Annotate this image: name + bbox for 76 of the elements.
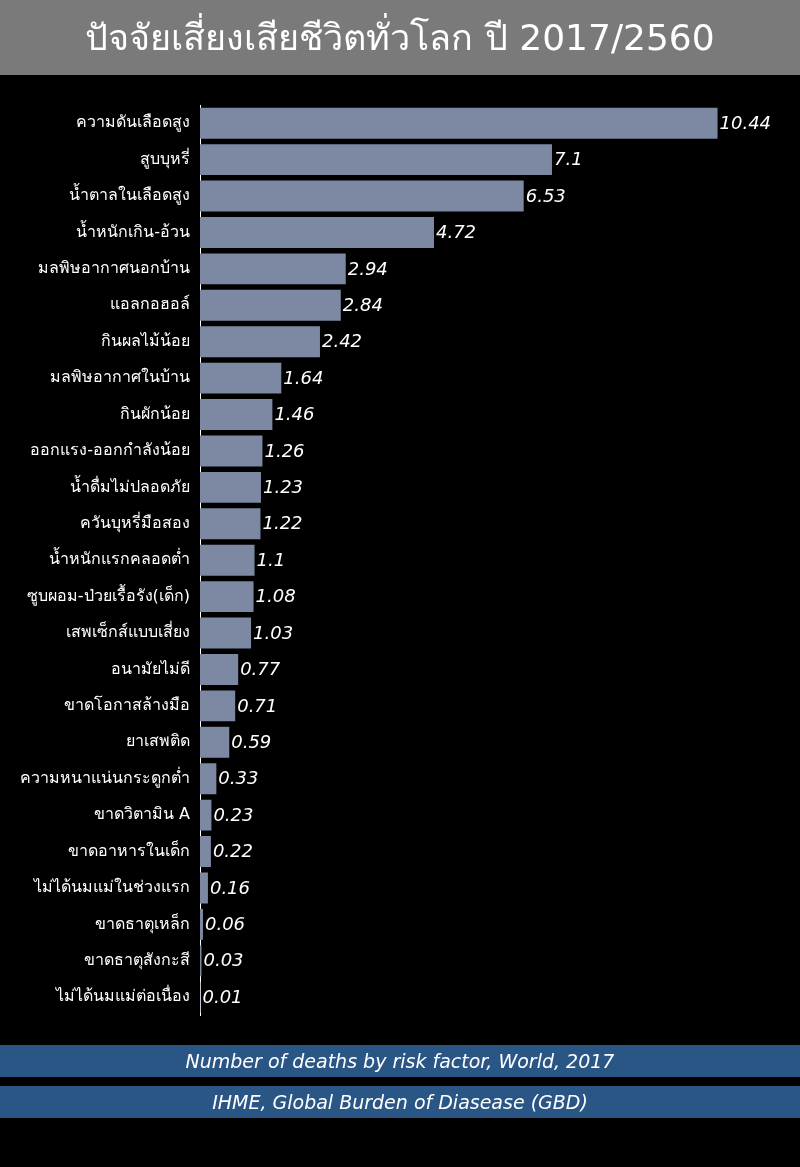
bar [200,690,236,722]
data-label: 0.16 [209,876,251,898]
bar [200,435,263,467]
y-tick-label: ความดันเลือดสูง [76,112,190,133]
data-label: 1.03 [253,621,294,643]
bar [200,289,341,321]
text: IHME, Global Burden of Diasease (GBD) [0,1086,800,1118]
data-label: 0.03 [203,949,244,971]
y-tick-label: กินผักน้อย [120,403,190,423]
y-tick-label: ควันบุหรี่มือสอง [80,510,190,533]
y-tick-label: น้ำตาลในเลือดสูง [69,183,190,206]
bar [200,326,320,358]
bar [200,872,208,904]
bar [200,836,211,868]
data-label: 2.84 [342,293,383,315]
data-label: 1.64 [283,366,324,388]
y-tick-label: ขาดอาหารในเด็ก [68,839,190,860]
bar [200,144,552,176]
data-label: 1.26 [264,439,305,461]
bar [200,107,718,139]
y-tick-label: น้ำหนักเกิน-อ้วน [76,219,190,241]
y-tick-label: เสพเซ็กส์แบบเสี่ยง [66,620,190,642]
bar [200,180,524,212]
data-label: 1.23 [262,476,304,498]
y-tick-label: ไม่ได้นมแม่ในช่วงแรก [32,877,190,897]
data-label: 1.46 [274,403,315,425]
data-label: 0.01 [202,985,243,1007]
bar [200,726,230,758]
y-tick-label: น้ำหนักแรกคลอดต่ำ [49,547,190,569]
bar [200,362,282,394]
y-tick-label: น้ำดื่มไม่ปลอดภัย [70,474,190,496]
y-tick-label: ขาดโอกาสล้างมือ [64,695,190,715]
y-tick-label: ขาดธาตุเหล็ก [95,912,190,934]
data-label: 0.77 [240,658,281,680]
data-label: 0.23 [213,803,254,825]
y-tick-label: ไม่ได้นมแม่ต่อเนื่อง [54,984,190,1006]
bar [200,253,346,285]
bar [200,544,255,576]
data-label: 0.71 [237,694,278,716]
y-tick-label: อนามัยไม่ดี [111,658,190,678]
data-label: 6.53 [525,184,566,206]
data-label: 2.94 [347,257,388,279]
data-label: 0.06 [204,913,246,935]
bar [200,617,252,649]
data-label: 2.42 [321,330,363,352]
bar [200,471,261,503]
y-tick-label: ขาดธาตุสังกะสี [84,949,190,970]
bar [200,653,239,685]
y-tick-label: ออกแรง-ออกกำลังน้อย [30,440,190,460]
bar [200,508,261,540]
y-tick-label: ยาเสพติด [126,731,190,751]
bar [200,399,273,431]
data-label: 7.1 [553,148,583,170]
y-tick-label: สูบบุหรี่ [140,146,190,169]
bar [200,763,217,795]
y-tick-label: มลพิษอากาศในบ้าน [50,367,190,387]
bar [200,799,212,831]
y-tick-label: แอลกอฮอล์ [110,294,190,314]
data-label: 0.22 [212,840,253,862]
data-label: 1.22 [262,512,303,534]
text: Number of deaths by risk factor, World, 2017 [0,1045,800,1077]
bar [200,908,203,940]
y-tick-label: กินผลไม้น้อย [101,330,190,350]
data-label: 0.59 [231,730,272,752]
y-tick-label: มลพิษอากาศนอกบ้าน [38,258,190,278]
bar [200,216,434,248]
chart-title: ปัจจัยเสี่ยงเสียชีวิตทั่วโลก ปี 2017/2560 [0,0,800,75]
data-label: 1.1 [256,548,286,570]
y-tick-label: ขาดวิตามิน A [93,804,191,824]
bar [200,581,254,613]
data-label: 10.44 [719,111,772,133]
data-label: 0.33 [218,767,259,789]
y-tick-label: ซูบผอม-ป่วยเรื้อรัง(เด็ก) [26,583,190,606]
data-label: 1.08 [255,585,296,607]
y-tick-label: ความหนาแน่นกระดูกต่ำ [20,765,190,788]
data-label: 4.72 [435,221,477,243]
